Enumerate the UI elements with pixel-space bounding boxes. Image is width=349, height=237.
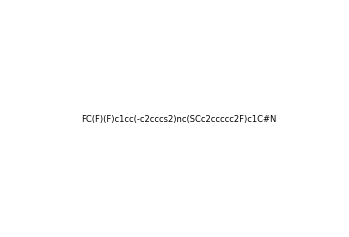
Text: FC(F)(F)c1cc(-c2cccs2)nc(SCc2ccccc2F)c1C#N: FC(F)(F)c1cc(-c2cccs2)nc(SCc2ccccc2F)c1C… xyxy=(81,115,276,124)
